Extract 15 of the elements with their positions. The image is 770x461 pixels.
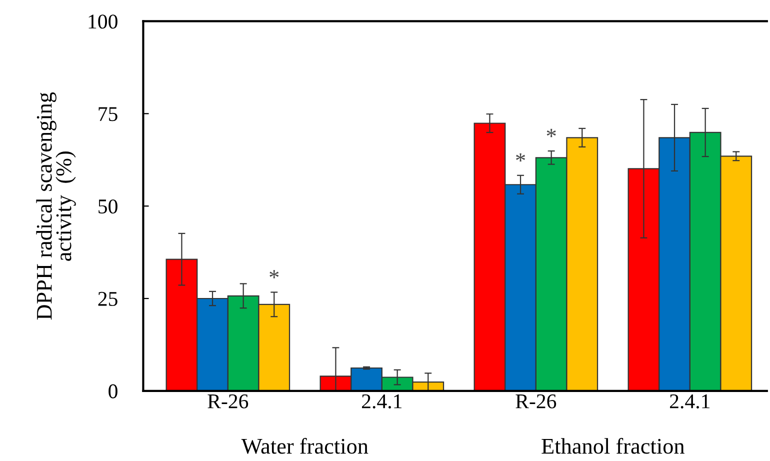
y-tick-label: 75 [98,107,118,122]
data-label: * [270,270,279,278]
x-tick-label: R-26 [208,394,248,408]
data-label: * [516,153,526,162]
y-tick-label: 25 [98,292,118,306]
text: Water fraction [241,438,368,454]
y-tick-label: 50 [98,199,118,214]
text: Ethanol fraction [542,438,684,454]
x-tick-label: R-26 [516,394,556,408]
x-tick-label: 2.4.1 [362,394,402,408]
x-tick-label: 2.4.1 [670,394,710,408]
y-tick-label: 0 [108,384,118,398]
y-axis-title: DPPH radical scavenging activity (%) [36,92,76,320]
data-label: * [546,128,556,138]
y-tick-label: 100 [88,14,118,29]
